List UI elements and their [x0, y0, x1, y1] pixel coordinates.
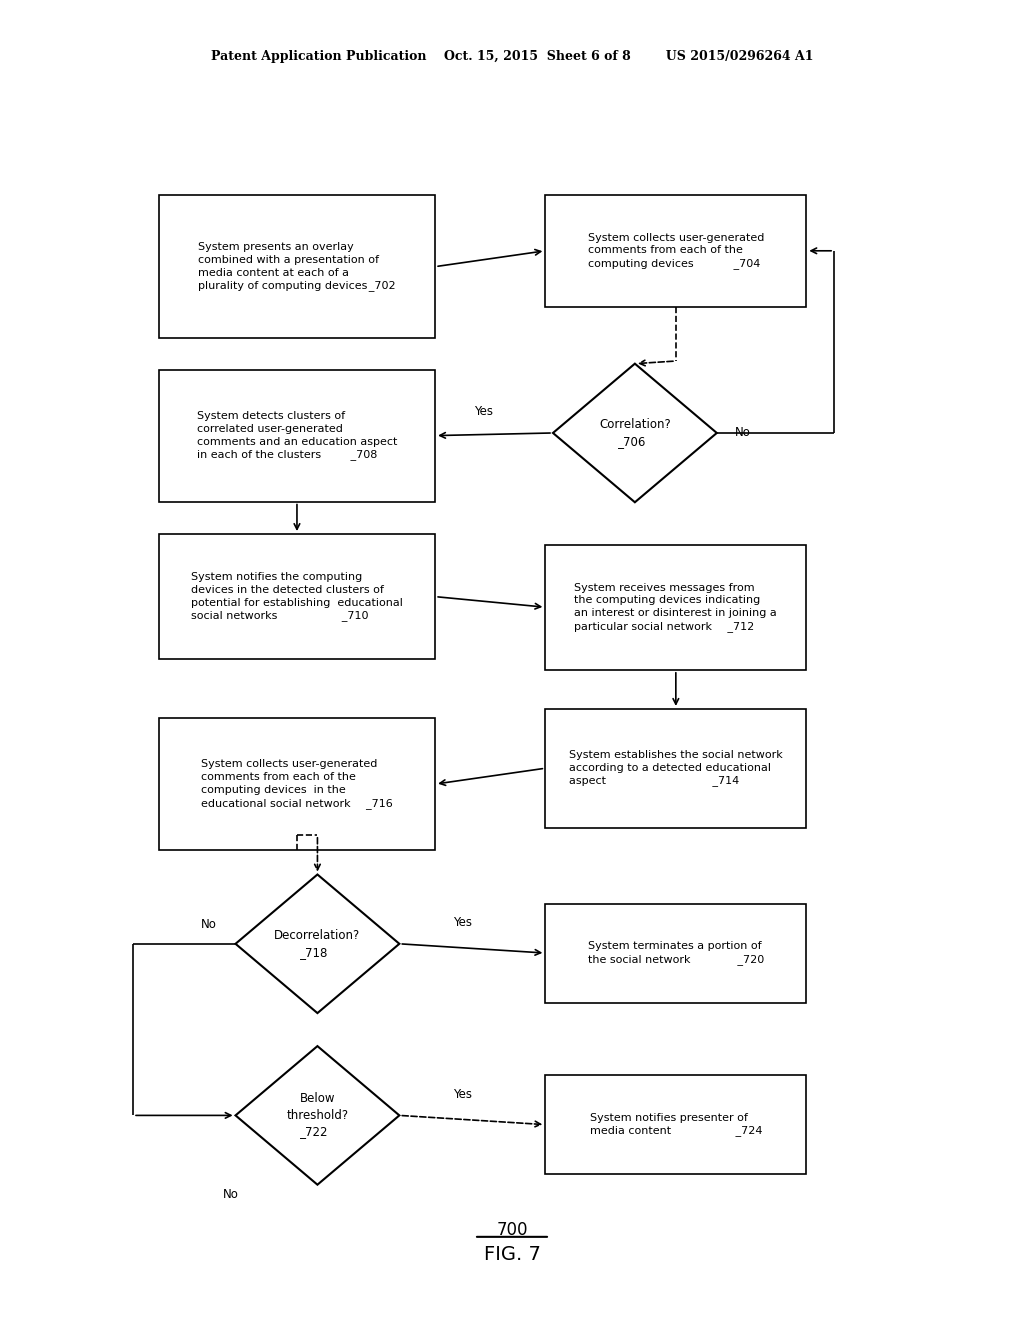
- Text: 700: 700: [497, 1221, 527, 1239]
- Text: System terminates a portion of
the social network               ̲720: System terminates a portion of the socia…: [588, 941, 764, 965]
- Text: No: No: [735, 426, 752, 440]
- Text: Correlation?
̲706: Correlation? ̲706: [599, 418, 671, 447]
- Bar: [159, 370, 435, 502]
- Text: System detects clusters of
correlated user-generated
comments and an education a: System detects clusters of correlated us…: [197, 411, 397, 461]
- Text: System notifies presenter of
media content                    ̲724: System notifies presenter of media conte…: [590, 1113, 762, 1137]
- Text: FIG. 7: FIG. 7: [483, 1245, 541, 1263]
- Bar: [545, 903, 807, 1003]
- Bar: [545, 1074, 807, 1175]
- Text: Yes: Yes: [453, 1088, 472, 1101]
- Polygon shape: [236, 1045, 399, 1185]
- Bar: [545, 194, 807, 306]
- Polygon shape: [553, 363, 717, 502]
- Text: Yes: Yes: [453, 916, 472, 929]
- Text: System collects user-generated
comments from each of the
computing devices      : System collects user-generated comments …: [588, 232, 764, 269]
- Text: System presents an overlay
combined with a presentation of
media content at each: System presents an overlay combined with…: [199, 242, 395, 292]
- Text: System notifies the computing
devices in the detected clusters of
potential for : System notifies the computing devices in…: [191, 572, 402, 622]
- Text: Yes: Yes: [474, 405, 494, 418]
- Text: Below
threshold?
̲722: Below threshold? ̲722: [287, 1093, 348, 1138]
- Text: No: No: [222, 1188, 239, 1201]
- Text: No: No: [201, 917, 217, 931]
- Polygon shape: [236, 875, 399, 1014]
- Bar: [545, 709, 807, 828]
- Text: System establishes the social network
according to a detected educational
aspect: System establishes the social network ac…: [569, 750, 782, 787]
- Text: System receives messages from
the computing devices indicating
an interest or di: System receives messages from the comput…: [574, 582, 777, 632]
- Text: System collects user-generated
comments from each of the
computing devices  in t: System collects user-generated comments …: [201, 759, 393, 809]
- Bar: [545, 544, 807, 671]
- Bar: [159, 195, 435, 338]
- Text: Decorrelation?
̲718: Decorrelation? ̲718: [274, 929, 360, 958]
- Bar: [159, 718, 435, 850]
- Text: Patent Application Publication    Oct. 15, 2015  Sheet 6 of 8        US 2015/029: Patent Application Publication Oct. 15, …: [211, 50, 813, 63]
- Bar: [159, 533, 435, 659]
